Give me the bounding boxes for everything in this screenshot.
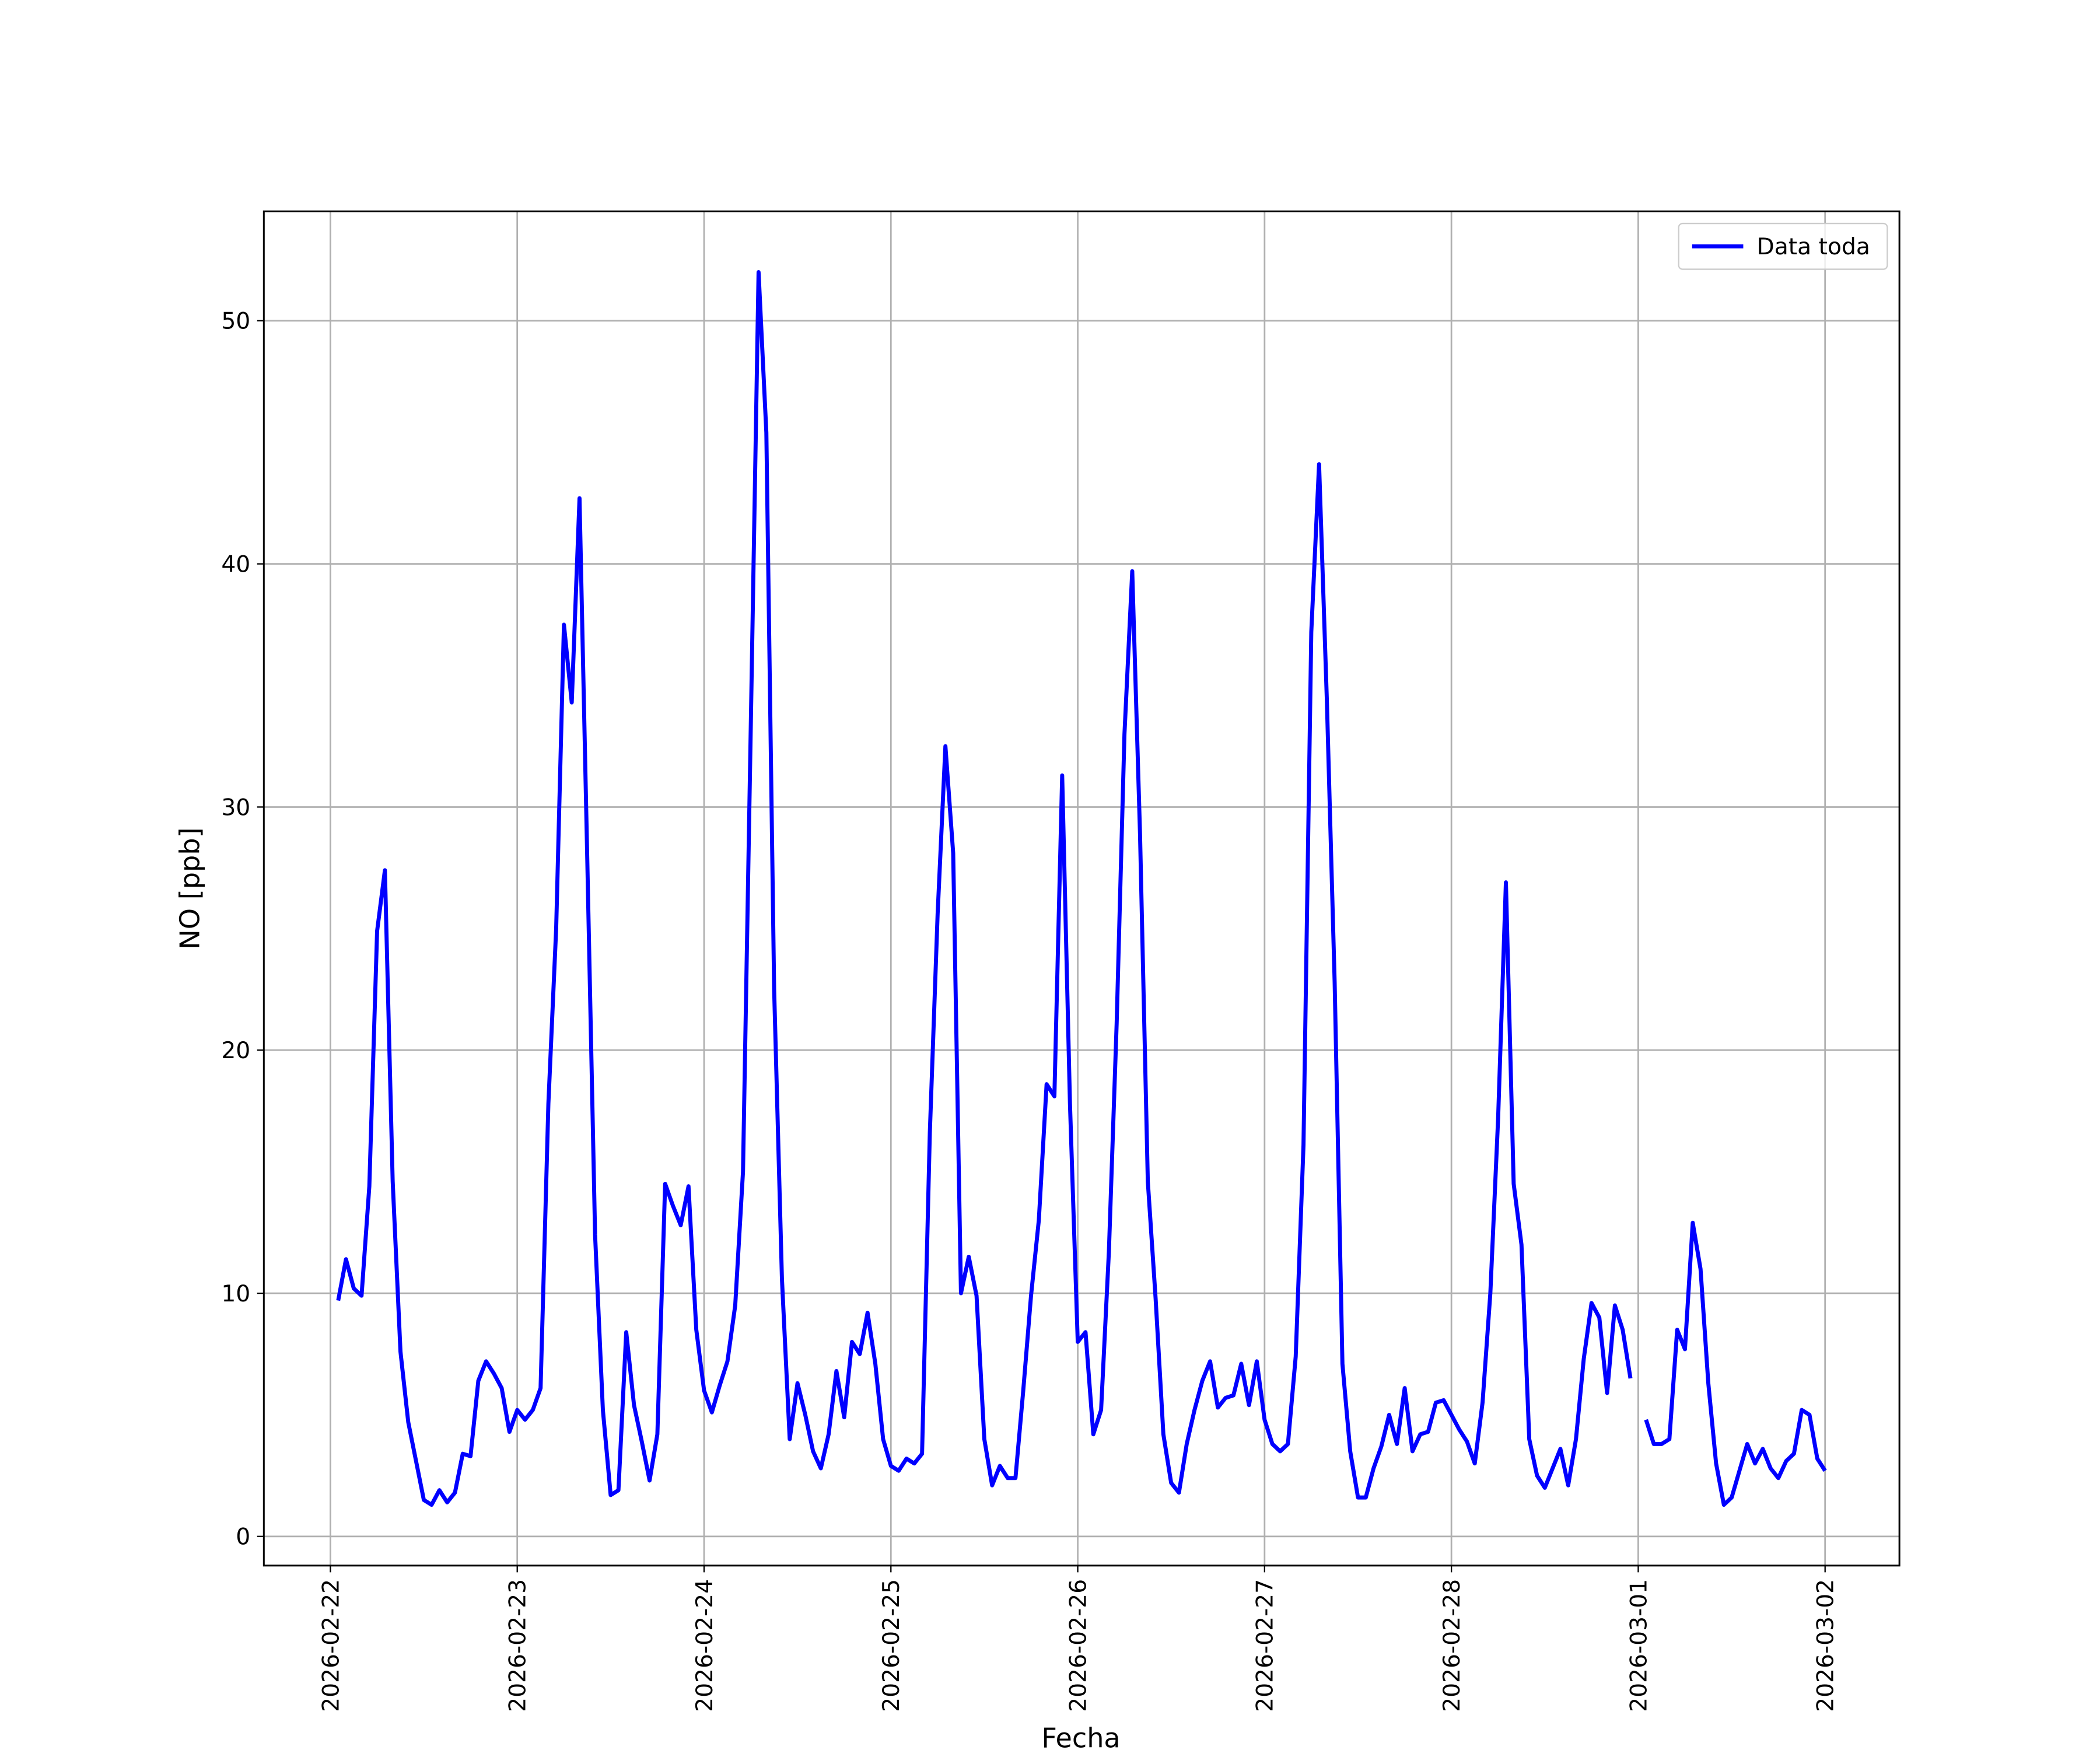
- x-tick-label: 2026-02-25: [878, 1579, 905, 1712]
- y-tick-label: 0: [236, 1524, 250, 1550]
- y-tick-label: 50: [221, 309, 250, 335]
- y-tick-label: 30: [221, 794, 250, 821]
- y-axis-label: NO [ppb]: [174, 827, 206, 949]
- y-tick-label: 40: [221, 552, 250, 578]
- y-tick-label: 10: [221, 1281, 250, 1307]
- x-tick-label: 2026-02-22: [318, 1579, 344, 1712]
- x-tick-label: 2026-02-28: [1439, 1579, 1465, 1712]
- data-line: [336, 270, 1827, 1507]
- legend-box: [1678, 222, 1888, 270]
- x-tick-label: 2026-03-01: [1626, 1579, 1652, 1712]
- x-tick-label: 2026-02-27: [1252, 1579, 1279, 1712]
- x-tick-label: 2026-02-24: [692, 1579, 718, 1712]
- plot-frame: [262, 210, 1901, 1567]
- legend-label: Data toda: [1757, 234, 1870, 260]
- x-tick-label: 2026-03-02: [1813, 1579, 1839, 1712]
- x-tick-label: 2026-02-23: [505, 1579, 531, 1712]
- y-tick-label: 20: [221, 1038, 250, 1064]
- x-tick-label: 2026-02-26: [1065, 1579, 1091, 1712]
- x-axis-label: Fecha: [1041, 1722, 1120, 1750]
